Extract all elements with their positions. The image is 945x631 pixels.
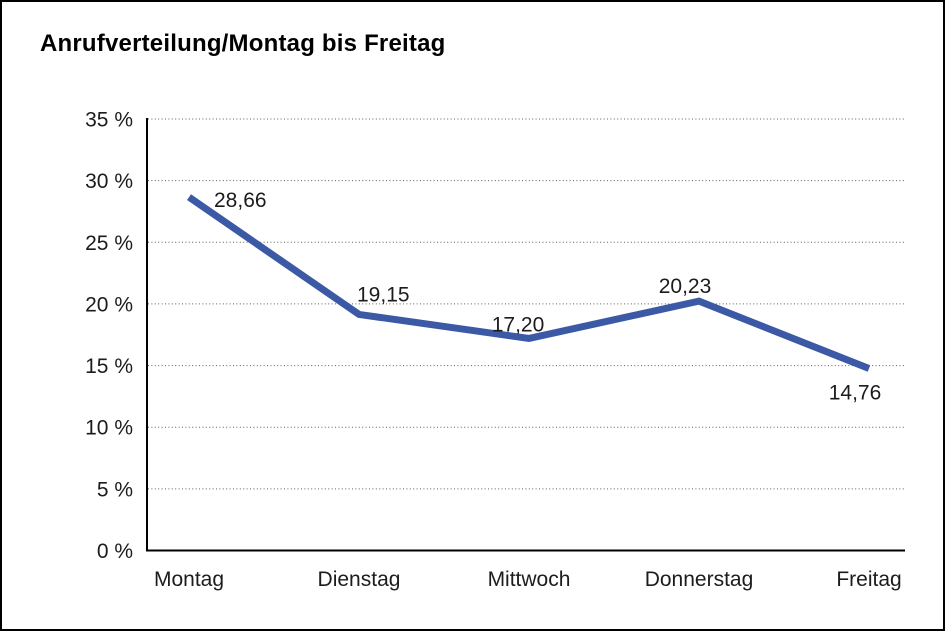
data-label-montag: 28,66 bbox=[214, 189, 267, 212]
x-tick-label-freitag: Freitag bbox=[836, 568, 901, 591]
x-tick-label-montag: Montag bbox=[154, 568, 224, 591]
chart-title: Anrufverteilung/Montag bis Freitag bbox=[40, 30, 446, 57]
x-tick-label-donnerstag: Donnerstag bbox=[645, 568, 754, 591]
data-series-line bbox=[187, 194, 871, 372]
y-tick-label: 35 % bbox=[85, 109, 133, 132]
y-tick-label: 10 % bbox=[85, 417, 133, 440]
data-label-mittwoch: 17,20 bbox=[492, 313, 545, 336]
data-label-freitag: 14,76 bbox=[829, 382, 882, 405]
y-tick-label: 0 % bbox=[97, 540, 133, 563]
y-tick-label: 30 % bbox=[85, 170, 133, 193]
x-tick-label-mittwoch: Mittwoch bbox=[488, 568, 571, 591]
y-tick-label: 15 % bbox=[85, 355, 133, 378]
data-label-donnerstag: 20,23 bbox=[659, 275, 712, 298]
y-tick-label: 25 % bbox=[85, 232, 133, 255]
y-tick-label: 20 % bbox=[85, 293, 133, 316]
x-tick-label-dienstag: Dienstag bbox=[318, 568, 401, 591]
data-label-dienstag: 19,15 bbox=[357, 283, 410, 306]
y-tick-label: 5 % bbox=[97, 478, 133, 501]
